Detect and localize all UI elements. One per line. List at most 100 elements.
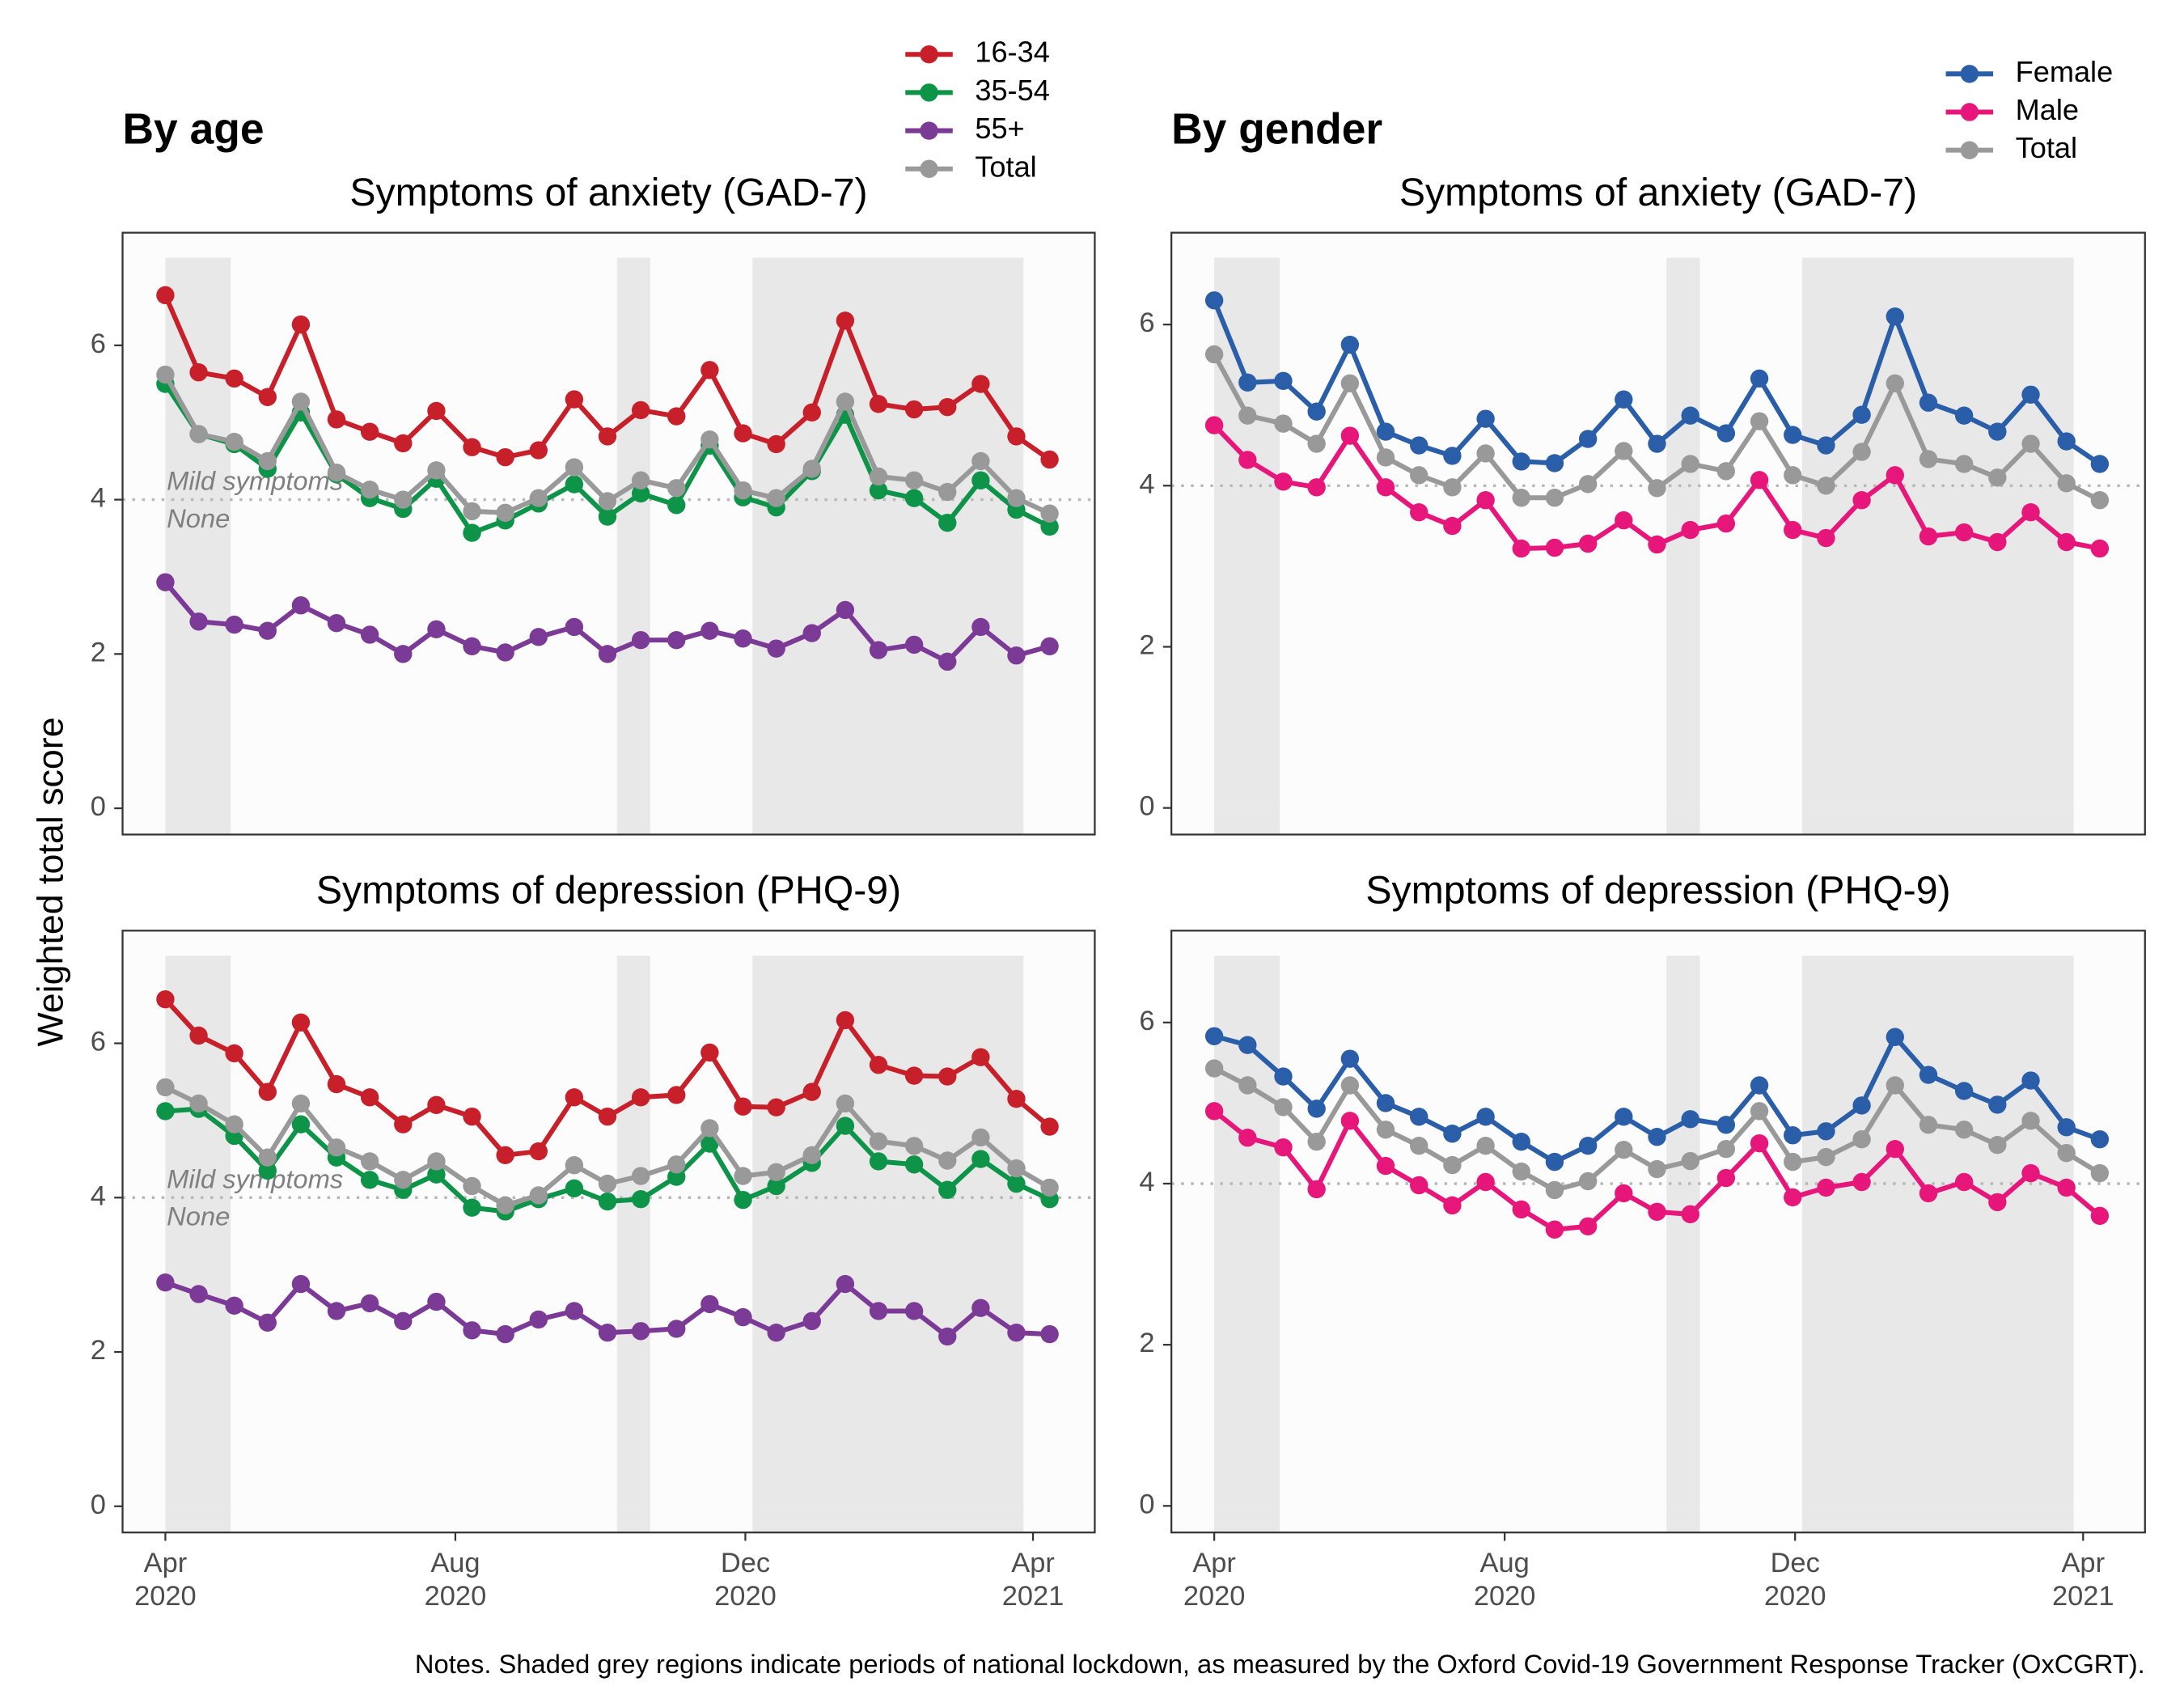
data-point [1410,1136,1428,1155]
data-point [767,1323,785,1342]
data-point [565,458,584,477]
data-point [258,1148,277,1167]
data-point [1443,1196,1462,1215]
data-point [463,1176,481,1196]
data-point [1886,1027,1904,1046]
data-point [1410,1108,1428,1126]
data-point [836,1011,855,1030]
legend-dot [1960,65,1979,83]
data-point [1307,1180,1326,1199]
data-point [1307,478,1326,497]
data-point [2090,539,2110,558]
data-point [1476,1172,1495,1192]
data-point [734,629,752,648]
legend-dot [920,83,938,102]
data-point [1615,1108,1633,1126]
data-point [360,1152,379,1171]
data-point [2090,1163,2110,1183]
data-point [767,1098,785,1116]
threshold-label: None [167,503,230,533]
data-point [1274,1098,1293,1116]
data-point [971,375,990,393]
data-point [1007,1159,1026,1178]
data-point [529,489,548,507]
y-tick-label: 2 [1139,630,1154,661]
y-tick-label: 0 [91,1489,106,1520]
legend-label: 35-54 [975,74,1049,107]
data-point [1886,1076,1904,1095]
data-point [1040,504,1059,523]
data-point [1852,1096,1871,1115]
data-point [631,400,650,420]
data-point [1410,466,1428,485]
data-point [2057,1143,2076,1163]
notes: Notes. Shaded grey regions indicate peri… [415,1649,2145,1679]
data-point [1274,1138,1293,1157]
data-point [1988,1193,2007,1212]
lockdown-region [1214,1506,1280,1533]
data-point [1007,646,1026,665]
data-point [1648,479,1666,498]
data-point [360,422,379,441]
data-point [1545,1152,1564,1172]
data-point [1307,434,1326,453]
data-point [1204,345,1224,364]
data-point [427,1165,446,1184]
data-point [1340,335,1360,354]
threshold-label: None [167,1201,230,1231]
data-point [156,286,175,305]
data-point [869,481,888,500]
data-point [258,621,277,640]
data-point [938,514,957,532]
data-point [1817,528,1835,548]
data-point [189,1285,208,1303]
x-tick-sublabel: 2020 [134,1581,197,1612]
data-point [427,1292,446,1311]
lockdown-region-top [616,257,650,809]
data-point [767,1176,785,1196]
lockdown-region [1666,1506,1700,1533]
data-point [1852,405,1871,424]
data-point [529,1310,548,1329]
data-point [598,1323,617,1342]
data-point [394,1115,413,1133]
lockdown-region [616,808,650,835]
data-point [1476,444,1495,463]
data-point [598,645,617,663]
data-point [1648,434,1666,453]
data-point [734,1190,752,1210]
data-point [1716,1168,1736,1188]
data-point [767,489,785,507]
y-tick-label: 2 [91,637,106,667]
data-point [667,1086,686,1104]
data-point [1886,374,1904,393]
data-point [156,989,175,1009]
data-point [836,1094,855,1113]
data-point [1007,489,1026,507]
data-point [291,315,311,334]
data-point [1476,491,1495,510]
data-point [1274,472,1293,491]
data-point [904,1066,924,1085]
data-point [1784,426,1802,444]
y-tick-label: 4 [1139,1167,1154,1197]
data-point [463,1198,481,1217]
y-tick-label: 0 [91,791,106,822]
data-point [1512,1162,1530,1181]
data-point [1238,373,1257,392]
data-point [1886,466,1904,485]
data-point [869,1056,888,1074]
data-point [1716,1116,1736,1134]
y-tick-label: 0 [1139,791,1154,822]
data-point [1410,1176,1428,1195]
data-point [1615,390,1633,409]
data-point [869,641,888,659]
data-point [1817,1178,1835,1197]
lockdown-region-top [165,257,231,809]
data-point [1988,1135,2007,1155]
data-point [1681,1205,1699,1224]
data-point [1578,1217,1598,1235]
data-point [2021,434,2040,453]
data-point [2090,1206,2110,1226]
data-point [2021,1163,2040,1183]
